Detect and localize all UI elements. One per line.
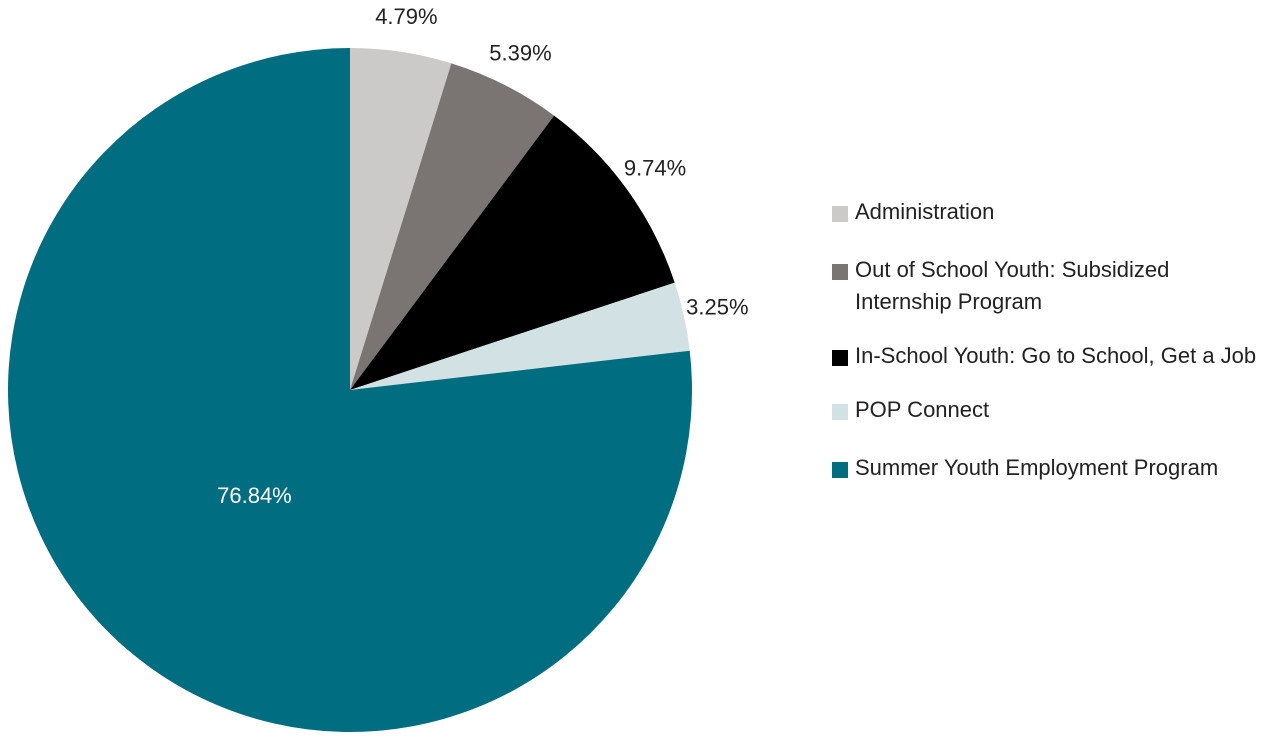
pie-slice — [350, 115, 675, 390]
legend-swatch — [832, 461, 848, 478]
pie-slice — [350, 282, 690, 390]
legend: Administration Out of School Youth: Subsi… — [832, 196, 1272, 484]
legend-item: Administration — [832, 196, 1265, 228]
pie-slice — [350, 63, 555, 391]
legend-swatch — [832, 263, 848, 280]
legend-label: Administration — [855, 199, 995, 224]
data-label: 5.39% — [489, 40, 551, 65]
data-label: 9.74% — [624, 156, 686, 181]
legend-label: Summer Youth Employment Program — [855, 454, 1219, 480]
legend-swatch — [832, 349, 848, 366]
data-label: 4.79% — [375, 4, 437, 29]
legend-label: In-School Youth: Go to School, Get a Job — [855, 342, 1257, 368]
legend-label: POP Connect — [855, 397, 990, 423]
pie-area: 4.79% 5.39% 9.74% 3.25% 76.84% — [8, 4, 749, 732]
legend-item: Out of School Youth: Subsidized Internsh… — [832, 254, 1265, 318]
legend-item: Summer Youth Employment Program — [832, 452, 1265, 484]
legend-item: In-School Youth: Go to School, Get a Job — [832, 340, 1265, 372]
pie-slice — [350, 48, 452, 390]
pie-slice — [8, 47, 692, 732]
legend-label: Out of School Youth: Subsidized Internsh… — [855, 256, 1170, 314]
legend-swatch — [832, 206, 848, 222]
data-label: 3.25% — [686, 295, 748, 320]
legend-item: POP Connect — [832, 394, 1265, 426]
data-label: 76.84% — [217, 483, 292, 508]
legend-swatch — [832, 404, 848, 421]
